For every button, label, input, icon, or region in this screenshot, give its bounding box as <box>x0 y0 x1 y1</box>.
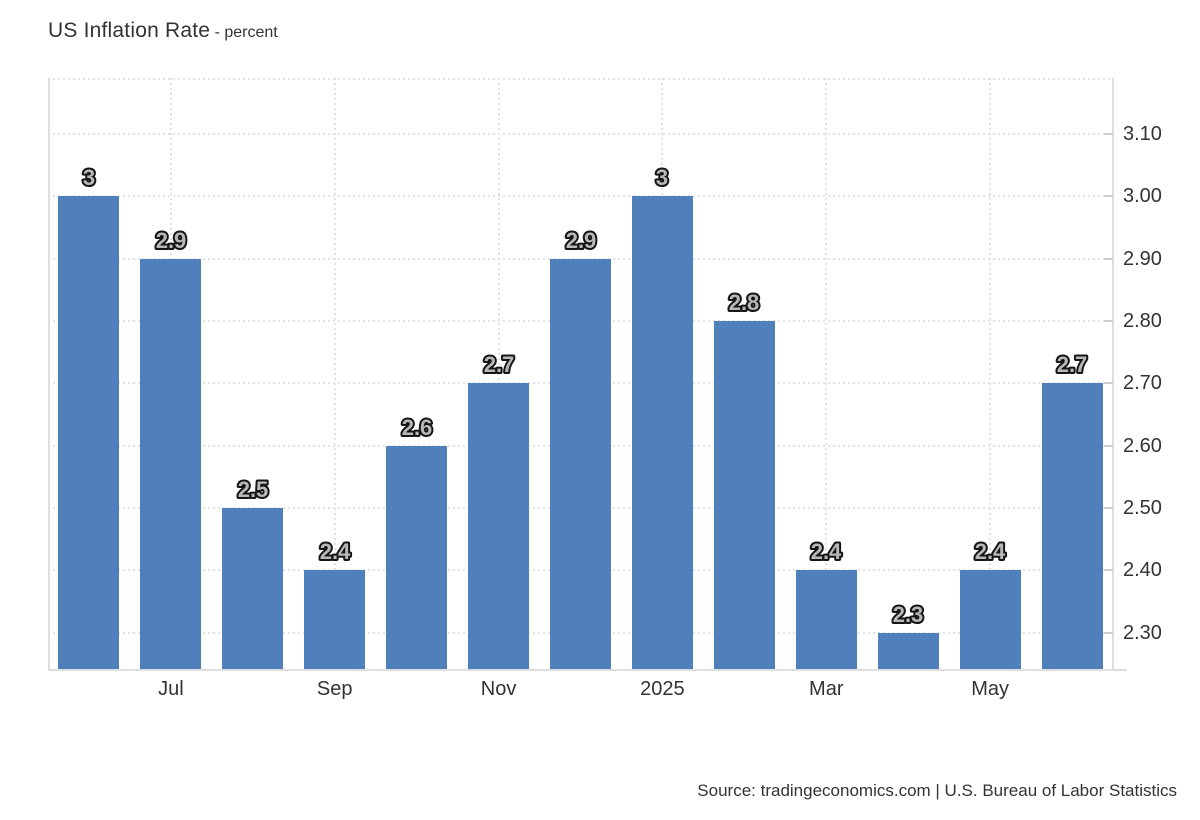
bar[interactable] <box>959 570 1021 670</box>
bar[interactable] <box>795 570 857 670</box>
bar[interactable] <box>386 445 448 670</box>
plot-top-border <box>48 78 1113 80</box>
svg-text:2.7: 2.7 <box>1057 352 1088 377</box>
svg-text:2.4: 2.4 <box>811 539 842 564</box>
svg-text:2.4: 2.4 <box>319 539 350 564</box>
x-tick-label: Nov <box>480 678 517 700</box>
axis-line-right <box>1112 78 1114 670</box>
gridline-h <box>48 195 1113 198</box>
svg-text:3: 3 <box>656 165 668 190</box>
y-tick-label: 3.10 <box>1123 123 1162 146</box>
y-tick-mark <box>1104 631 1113 634</box>
y-tick-label: 2.30 <box>1123 621 1162 644</box>
bar-value-label: 3 <box>81 163 97 192</box>
page-subtitle: - percent <box>214 24 278 41</box>
bar[interactable] <box>550 258 611 670</box>
bar[interactable] <box>631 196 693 670</box>
svg-text:2.7: 2.7 <box>483 352 514 377</box>
bar-value-label: 2.9 <box>154 226 189 255</box>
svg-text:2.5: 2.5 <box>238 477 269 502</box>
y-tick-mark <box>1104 257 1113 260</box>
y-tick-label: 2.80 <box>1123 310 1162 333</box>
svg-text:2.6: 2.6 <box>401 415 432 440</box>
x-tick-label: Jul <box>158 678 184 700</box>
svg-text:3: 3 <box>83 165 95 190</box>
source-note: Source: tradingeconomics.com | U.S. Bure… <box>697 781 1177 800</box>
bar-value-label: 2.6 <box>399 413 434 442</box>
bar[interactable] <box>222 507 284 670</box>
y-tick-mark <box>1104 444 1113 447</box>
bar-value-label: 2.4 <box>317 537 352 566</box>
axis-line-bottom <box>48 669 1127 671</box>
y-tick-mark <box>1104 506 1113 509</box>
gridline-v <box>497 78 500 670</box>
bar[interactable] <box>58 196 120 670</box>
x-tick-label: 2025 <box>640 678 685 700</box>
gridline-h <box>48 133 1113 136</box>
y-tick-mark <box>1104 195 1113 198</box>
axis-line-left <box>48 78 50 670</box>
x-tick-label: May <box>971 678 1010 700</box>
plot-area <box>48 78 1113 670</box>
bar[interactable] <box>1041 383 1103 670</box>
y-tick-label: 3.00 <box>1123 185 1162 208</box>
bar-value-label: 3 <box>654 163 670 192</box>
y-tick-mark <box>1104 569 1113 572</box>
bar-value-label: 2.9 <box>563 226 598 255</box>
page-title: US Inflation Rate <box>48 19 211 42</box>
y-tick-mark <box>1104 133 1113 136</box>
gridline-v <box>825 78 828 670</box>
svg-text:2.8: 2.8 <box>729 290 760 315</box>
x-tick-label: Mar <box>809 678 844 700</box>
bar-value-label: 2.7 <box>1055 350 1090 379</box>
x-tick-label: Sep <box>316 678 353 700</box>
svg-text:2.9: 2.9 <box>565 228 596 253</box>
y-tick-label: 2.60 <box>1123 434 1162 457</box>
bar[interactable] <box>713 321 775 670</box>
bar-value-label: 2.8 <box>727 288 762 317</box>
bar[interactable] <box>468 383 530 670</box>
bar[interactable] <box>140 258 202 670</box>
gridline-v <box>333 78 336 670</box>
bar-value-label: 2.4 <box>809 537 844 566</box>
bar-value-label: 2.4 <box>973 537 1008 566</box>
y-tick-mark <box>1104 320 1113 323</box>
y-tick-label: 2.40 <box>1123 559 1162 582</box>
bar-value-label: 2.3 <box>891 600 926 629</box>
bar-value-label: 2.7 <box>481 350 516 379</box>
y-tick-label: 2.50 <box>1123 496 1162 519</box>
bar-value-label: 2.5 <box>236 475 271 504</box>
gridline-v <box>989 78 992 670</box>
svg-text:2.3: 2.3 <box>893 602 924 627</box>
y-tick-mark <box>1104 382 1113 385</box>
chart-header: US Inflation Rate - percent <box>48 19 278 43</box>
y-tick-label: 2.90 <box>1123 247 1162 270</box>
y-tick-label: 2.70 <box>1123 372 1162 395</box>
bar[interactable] <box>304 570 366 670</box>
svg-text:2.9: 2.9 <box>156 228 187 253</box>
svg-text:2.4: 2.4 <box>975 539 1006 564</box>
bar[interactable] <box>877 632 939 670</box>
